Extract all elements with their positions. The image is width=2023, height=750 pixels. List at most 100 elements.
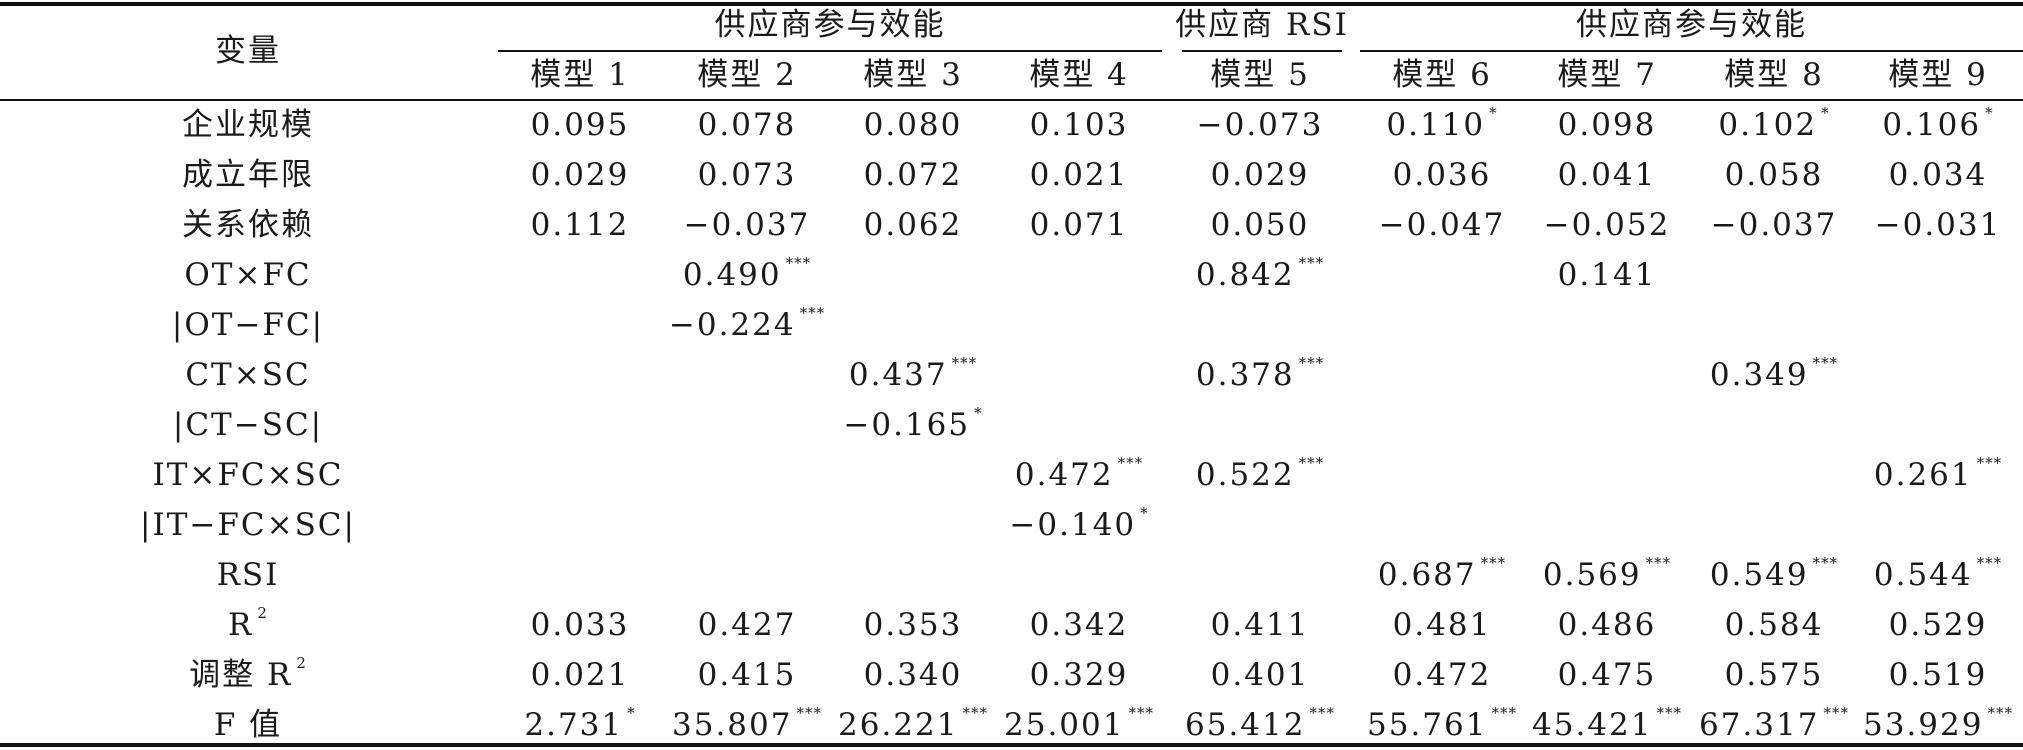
row-label: 关系依赖: [182, 207, 314, 243]
table-cell: 0.110 *: [1386, 104, 1498, 143]
table-cell: 0.141: [1557, 257, 1657, 293]
model-header: 模型 6: [1392, 57, 1492, 93]
table-cell: 0.490 ***: [682, 254, 812, 293]
table-cell: 53.929 ***: [1863, 704, 2013, 743]
table-cell: 0.058: [1724, 157, 1824, 193]
table-cell: 0.411: [1210, 607, 1310, 643]
table-cell: 0.062: [863, 207, 963, 243]
table-cell: 0.029: [1210, 157, 1310, 193]
top-rule: [0, 2, 2023, 6]
bottom-rule: [0, 743, 2023, 747]
table-cell: 0.569 ***: [1542, 554, 1672, 593]
table-cell: 0.842 ***: [1195, 254, 1325, 293]
row-label: F 值: [213, 707, 283, 743]
header-rule: [0, 99, 2023, 101]
row-label: IT×FC×SC: [152, 457, 344, 493]
table-cell: 0.261 ***: [1873, 454, 2003, 493]
table-cell: 65.412 ***: [1185, 704, 1335, 743]
row-label: CT×SC: [185, 357, 311, 393]
table-cell: −0.224 ***: [668, 304, 826, 343]
table-cell: 0.529: [1888, 607, 1988, 643]
table-cell: 0.112: [530, 207, 630, 243]
table-cell: 0.575: [1724, 657, 1824, 693]
table-cell: −0.165 *: [843, 404, 983, 443]
table-cell: −0.037: [683, 207, 811, 243]
table-cell: 0.102 *: [1718, 104, 1830, 143]
table-cell: 0.401: [1210, 657, 1310, 693]
table-cell: 0.106 *: [1882, 104, 1994, 143]
group-underline: [1182, 50, 1342, 52]
table-cell: 0.437 ***: [848, 354, 978, 393]
table-cell: 0.584: [1724, 607, 1824, 643]
table-cell: −0.052: [1543, 207, 1671, 243]
table-cell: −0.073: [1196, 107, 1324, 143]
row-label: |CT−SC|: [172, 407, 324, 443]
table-cell: 0.073: [697, 157, 797, 193]
table-cell: −0.031: [1874, 207, 2002, 243]
table-cell: 0.549 ***: [1709, 554, 1839, 593]
table-cell: 0.427: [697, 607, 797, 643]
table-cell: 0.415: [697, 657, 797, 693]
model-header: 模型 5: [1210, 57, 1310, 93]
table-cell: 0.036: [1392, 157, 1492, 193]
row-label: |OT−FC|: [171, 307, 325, 343]
group-header: 供应商 RSI: [1175, 7, 1349, 43]
table-cell: 0.544 ***: [1873, 554, 2003, 593]
table-cell: 0.329: [1029, 657, 1129, 693]
table-cell: 0.472 ***: [1014, 454, 1144, 493]
group-header: 供应商参与效能: [714, 7, 946, 43]
table-cell: 0.098: [1557, 107, 1657, 143]
table-cell: 0.481: [1392, 607, 1492, 643]
row-label: 企业规模: [182, 107, 314, 143]
model-header: 模型 8: [1724, 57, 1824, 93]
variable-header: 变量: [215, 33, 281, 69]
table-cell: 0.033: [530, 607, 630, 643]
model-header: 模型 4: [1029, 57, 1129, 93]
table-cell: 0.353: [863, 607, 963, 643]
table-cell: 35.807 ***: [672, 704, 822, 743]
model-header: 模型 1: [530, 57, 630, 93]
table-cell: 55.761 ***: [1367, 704, 1517, 743]
row-label: OT×FC: [184, 257, 312, 293]
table-cell: 25.001 ***: [1004, 704, 1154, 743]
table-cell: 0.095: [530, 107, 630, 143]
table-cell: 0.021: [1029, 157, 1129, 193]
table-cell: 0.071: [1029, 207, 1129, 243]
table-cell: 0.486: [1557, 607, 1657, 643]
table-cell: 0.072: [863, 157, 963, 193]
group-underline: [498, 50, 1162, 52]
model-header: 模型 3: [863, 57, 963, 93]
group-underline: [1360, 50, 2023, 52]
table-cell: 0.029: [530, 157, 630, 193]
table-cell: 0.340: [863, 657, 963, 693]
table-cell: 26.221 ***: [838, 704, 988, 743]
table-cell: 0.034: [1888, 157, 1988, 193]
table-cell: 0.080: [863, 107, 963, 143]
table-cell: 0.378 ***: [1195, 354, 1325, 393]
table-cell: −0.140 *: [1009, 504, 1149, 543]
table-cell: 0.472: [1392, 657, 1492, 693]
table-cell: 45.421 ***: [1532, 704, 1682, 743]
table-cell: 2.731 *: [524, 704, 636, 743]
row-label: |IT−FC×SC|: [140, 507, 356, 543]
table-cell: 0.050: [1210, 207, 1310, 243]
table-cell: 0.342: [1029, 607, 1129, 643]
table-cell: 0.021: [530, 657, 630, 693]
table-cell: 0.687 ***: [1377, 554, 1507, 593]
row-label: 成立年限: [182, 157, 314, 193]
table-cell: −0.037: [1710, 207, 1838, 243]
model-header: 模型 2: [697, 57, 797, 93]
table-cell: 0.349 ***: [1709, 354, 1839, 393]
group-header: 供应商参与效能: [1576, 7, 1807, 43]
model-header: 模型 7: [1557, 57, 1657, 93]
model-header: 模型 9: [1888, 57, 1988, 93]
table-cell: 0.475: [1557, 657, 1657, 693]
table-cell: 0.522 ***: [1195, 454, 1325, 493]
table-cell: 67.317 ***: [1699, 704, 1849, 743]
table-cell: 0.103: [1029, 107, 1129, 143]
table-cell: −0.047: [1378, 207, 1506, 243]
table-cell: 0.041: [1557, 157, 1657, 193]
